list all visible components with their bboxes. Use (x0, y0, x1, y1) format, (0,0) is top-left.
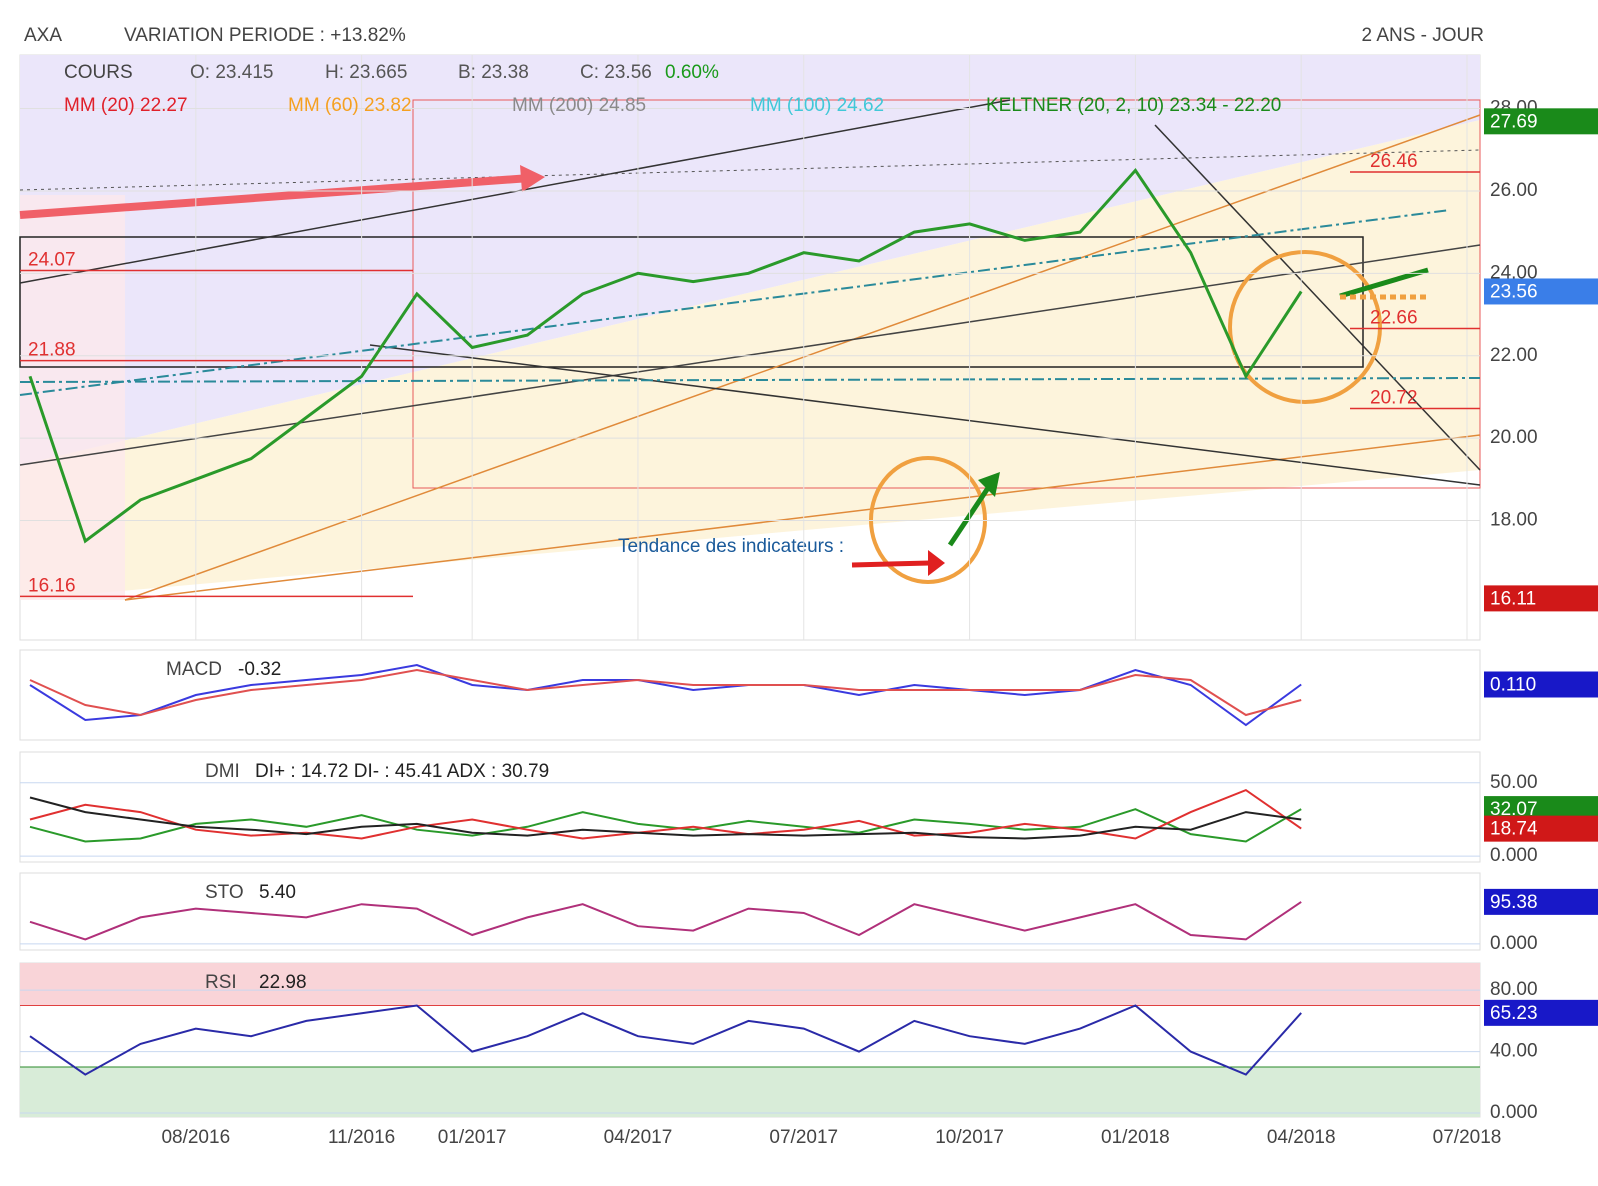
panel-value: -0.32 (238, 659, 281, 680)
annotation: Tendance des indicateurs : (618, 536, 844, 557)
dashdot-line (19, 377, 1481, 383)
x-tick-label: 07/2018 (1433, 1127, 1502, 1148)
trend-line (124, 114, 1481, 601)
trend-line (19, 244, 1481, 466)
badge-label: 16.11 (1490, 588, 1536, 609)
trend-line (124, 434, 1481, 601)
price-badge (1484, 815, 1598, 842)
legend-entry: KELTNER (20, 2, 10) 23.34 - 22.20 (986, 95, 1281, 116)
symbol: AXA (24, 25, 62, 46)
panel-title: RSI (205, 972, 237, 993)
level-label: 22.66 (1370, 308, 1418, 329)
x-tick-label: 11/2016 (328, 1127, 395, 1148)
level-label: 26.46 (1370, 151, 1418, 172)
x-tick-label: 01/2017 (438, 1127, 507, 1148)
legend-entry: O: 23.415 (190, 62, 273, 83)
y-tick-label: 24.00 (1490, 262, 1538, 283)
y-tick-label: 22.00 (1490, 345, 1538, 366)
arrow (851, 560, 931, 568)
y-tick-label: 50.00 (1490, 772, 1538, 793)
y-tick-label: 26.00 (1490, 180, 1538, 201)
panel-title: STO (205, 882, 244, 903)
price-badge (1484, 999, 1598, 1026)
badge-label: 32.07 (1490, 799, 1538, 820)
series-line (29, 808, 1302, 843)
panel-subtitle: DI+ : 14.72 DI- : 45.41 ADX : 30.79 (255, 761, 549, 782)
x-tick-label: 10/2017 (935, 1127, 1004, 1148)
badge-label: 95.38 (1490, 892, 1538, 913)
legend-title: COURS (64, 62, 133, 83)
x-tick-label: 04/2018 (1267, 1127, 1336, 1148)
series-line (28, 167, 1303, 544)
legend-entry: H: 23.665 (325, 62, 407, 83)
y-tick-label: 80.00 (1490, 979, 1538, 1000)
highlight-circle (869, 456, 987, 584)
legend-entry: MM (60) 23.82 (288, 95, 412, 116)
panel-title: DMI (205, 761, 240, 782)
period: 2 ANS - JOUR (1362, 25, 1484, 46)
x-tick-label: 01/2018 (1101, 1127, 1170, 1148)
upper-zone (20, 55, 1480, 465)
panel (19, 872, 1481, 951)
y-tick-label: 0.000 (1490, 1102, 1538, 1123)
badge-label: 18.74 (1490, 819, 1538, 840)
y-tick-label: 20.00 (1490, 427, 1538, 448)
trend-line (19, 99, 1011, 284)
trend-line (1154, 124, 1481, 471)
highlight-circle (1228, 250, 1382, 404)
price-badge (1484, 671, 1598, 698)
x-tick-label: 08/2016 (161, 1127, 230, 1148)
price-badge (1484, 108, 1598, 135)
overbought-zone (20, 963, 1480, 1006)
panel-value: 22.98 (259, 972, 307, 993)
red-frame (412, 99, 1481, 489)
legend-entry: 0.60% (665, 62, 719, 83)
y-tick-label: 0.000 (1490, 845, 1538, 866)
price-badge (1484, 278, 1598, 305)
badge-label: 65.23 (1490, 1003, 1538, 1024)
y-tick-label: 40.00 (1490, 1041, 1538, 1062)
y-tick-label: 18.00 (1490, 510, 1538, 531)
legend-entry: MM (200) 24.85 (512, 95, 646, 116)
level-label: 21.88 (28, 340, 76, 361)
x-tick-label: 07/2017 (769, 1127, 838, 1148)
level-label: 16.16 (28, 575, 76, 596)
dotted-line (19, 149, 1481, 191)
legend-entry: C: 23.56 (580, 62, 652, 83)
black-box (19, 236, 1364, 368)
series-line (29, 788, 1302, 840)
arrow-head (928, 550, 945, 576)
legend-entry: MM (100) 24.62 (750, 95, 884, 116)
price-badge (1484, 585, 1598, 612)
legend-entry: MM (20) 22.27 (64, 95, 188, 116)
arrow (1339, 267, 1429, 299)
badge-label: 23.56 (1490, 281, 1538, 302)
red-box (20, 195, 125, 600)
level-label: 24.07 (28, 249, 76, 270)
badge-label: 0.110 (1490, 675, 1536, 696)
y-tick-label: 0.000 (1490, 933, 1538, 954)
oversold-zone (20, 1066, 1480, 1117)
panel (19, 649, 1481, 741)
arrow (19, 174, 531, 219)
level-label: 20.72 (1370, 387, 1418, 408)
series-line (29, 1004, 1302, 1076)
trend-line (369, 344, 1481, 486)
panel (19, 751, 1481, 863)
x-tick-label: 04/2017 (604, 1127, 673, 1148)
badge-label: 27.69 (1490, 111, 1538, 132)
series-line (29, 796, 1302, 840)
dashdot-line (19, 209, 1451, 396)
arrow-head (978, 472, 1000, 497)
variation: VARIATION PERIODE : +13.82% (124, 25, 406, 46)
panel-value: 5.40 (259, 882, 296, 903)
panel-title: MACD (166, 659, 222, 680)
legend-entry: B: 23.38 (458, 62, 529, 83)
series-line (29, 668, 1302, 717)
series-line (29, 901, 1302, 941)
price-badge (1484, 888, 1598, 915)
arrow-head (520, 165, 545, 192)
